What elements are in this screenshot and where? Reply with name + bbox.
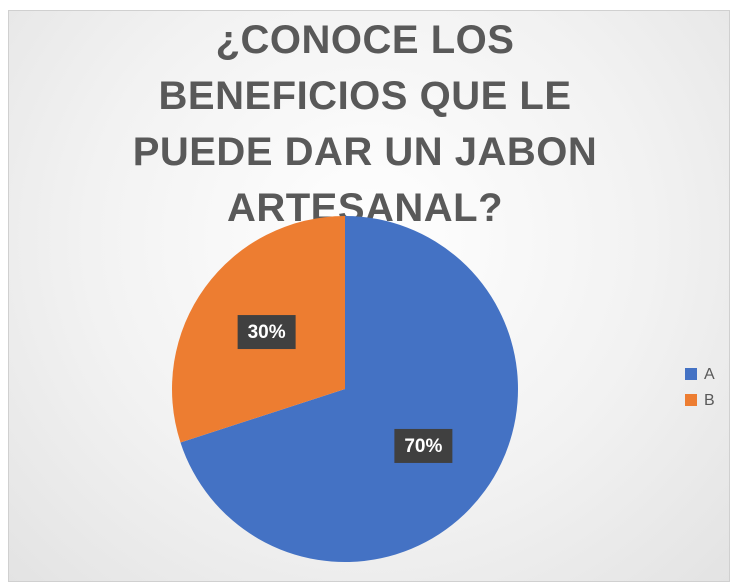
data-label-box bbox=[394, 428, 453, 463]
data-label: 30% bbox=[248, 322, 286, 343]
chart-title: ¿CONOCE LOS BENEFICIOS QUE LE PUEDE DAR … bbox=[132, 18, 598, 230]
legend-swatch bbox=[685, 368, 697, 380]
pie-slice bbox=[180, 216, 518, 562]
data-label-box bbox=[237, 315, 296, 350]
legend-label: A bbox=[704, 366, 715, 383]
data-label: 70% bbox=[404, 436, 442, 457]
legend-swatch bbox=[685, 394, 697, 406]
legend-label: B bbox=[704, 392, 715, 409]
